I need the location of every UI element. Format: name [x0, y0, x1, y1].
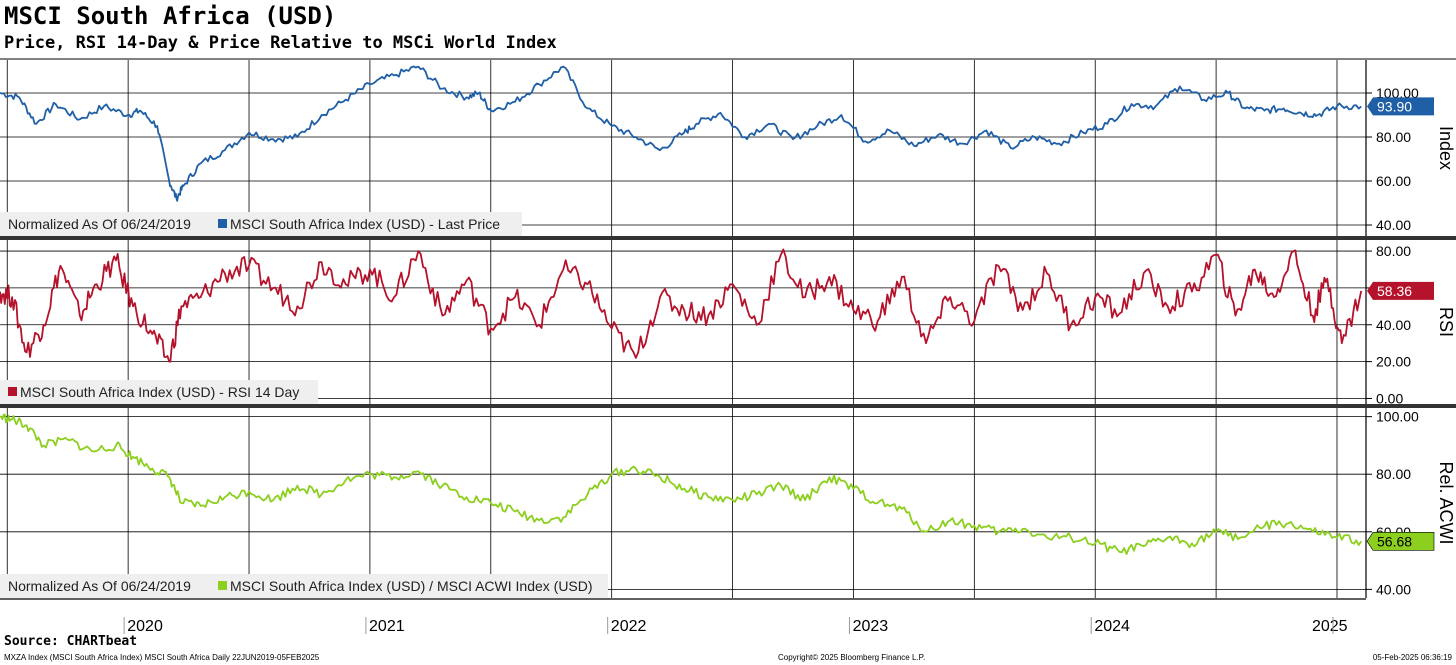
- series-line-price: [0, 65, 1362, 202]
- x-tick-label: 2020: [127, 618, 163, 635]
- legend-swatch: [218, 219, 227, 228]
- x-tick-label: 2023: [853, 618, 889, 635]
- footer-description: MXZA Index (MSCI South Africa Index) MSC…: [4, 653, 320, 662]
- y-tick-label: 60.00: [1376, 173, 1411, 189]
- y-axis-title: Rel. ACWI: [1436, 461, 1456, 544]
- y-tick-label: 100.00: [1376, 409, 1419, 425]
- footer-timestamp: 05-Feb-2025 06:36:19: [1372, 653, 1452, 662]
- last-value-tag: [1367, 281, 1434, 300]
- y-tick-label: 40.00: [1376, 581, 1411, 597]
- y-tick-label: 80.00: [1376, 243, 1411, 259]
- legend-box: [0, 380, 318, 404]
- legend-label: MSCI South Africa Index (USD) - Last Pri…: [230, 216, 500, 232]
- legend-swatch: [8, 387, 17, 396]
- legend-box: [0, 574, 608, 598]
- panel-price: 100.00 80.00 60.00 40.00 93.90 Index Normalize…: [0, 60, 1456, 236]
- y-tick-label: 20.00: [1376, 354, 1411, 370]
- x-tick-label: 2024: [1094, 618, 1130, 635]
- last-value-label: 56.68: [1377, 533, 1412, 549]
- y-axis-title: RSI: [1436, 307, 1456, 337]
- x-tick-label: 2022: [611, 618, 647, 635]
- series-line-rsi: [0, 248, 1363, 363]
- chart-title: MSCI South Africa (USD): [4, 2, 337, 30]
- y-tick-label: 40.00: [1376, 217, 1411, 233]
- legend-swatch: [218, 581, 227, 590]
- panel-separator: [0, 404, 1456, 408]
- y-tick-label: 40.00: [1376, 317, 1411, 333]
- legend-label: MSCI South Africa Index (USD) / MSCI ACW…: [230, 578, 593, 594]
- x-tick-label: 2021: [369, 618, 405, 635]
- legend-note: Normalized As Of 06/24/2019: [8, 578, 191, 594]
- panel-separator: [0, 236, 1456, 240]
- last-value-label: 58.36: [1377, 283, 1412, 299]
- y-tick-label: 0.00: [1376, 390, 1403, 406]
- footer-copyright: Copyright© 2025 Bloomberg Finance L.P.: [778, 653, 926, 662]
- y-tick-label: 100.00: [1376, 85, 1419, 101]
- last-value-label: 93.90: [1377, 98, 1412, 114]
- legend-box: [0, 212, 522, 236]
- last-value-tag: [1366, 532, 1435, 551]
- legend-label: MSCI South Africa Index (USD) - RSI 14 D…: [20, 384, 299, 400]
- y-tick-label: 80.00: [1376, 466, 1411, 482]
- legend-note: Normalized As Of 06/24/2019: [8, 216, 191, 232]
- last-value-tag: [1367, 97, 1434, 116]
- chart-subtitle: Price, RSI 14-Day & Price Relative to MS…: [4, 33, 557, 53]
- y-axis-title: Index: [1436, 126, 1456, 170]
- y-tick-label: 80.00: [1376, 129, 1411, 145]
- source-note: Source: CHARTbeat: [4, 634, 138, 649]
- x-tick-label: 2025: [1312, 618, 1348, 635]
- series-line-relative: [0, 413, 1362, 555]
